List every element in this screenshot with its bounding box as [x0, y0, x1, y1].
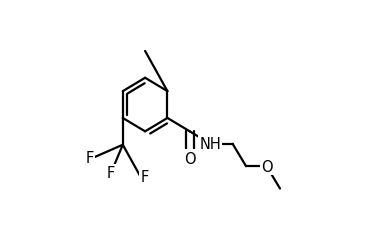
Text: F: F: [86, 150, 94, 165]
Text: O: O: [184, 151, 196, 166]
Text: O: O: [261, 159, 273, 174]
Text: NH: NH: [199, 137, 221, 152]
Text: F: F: [141, 170, 149, 185]
Text: F: F: [107, 165, 115, 180]
